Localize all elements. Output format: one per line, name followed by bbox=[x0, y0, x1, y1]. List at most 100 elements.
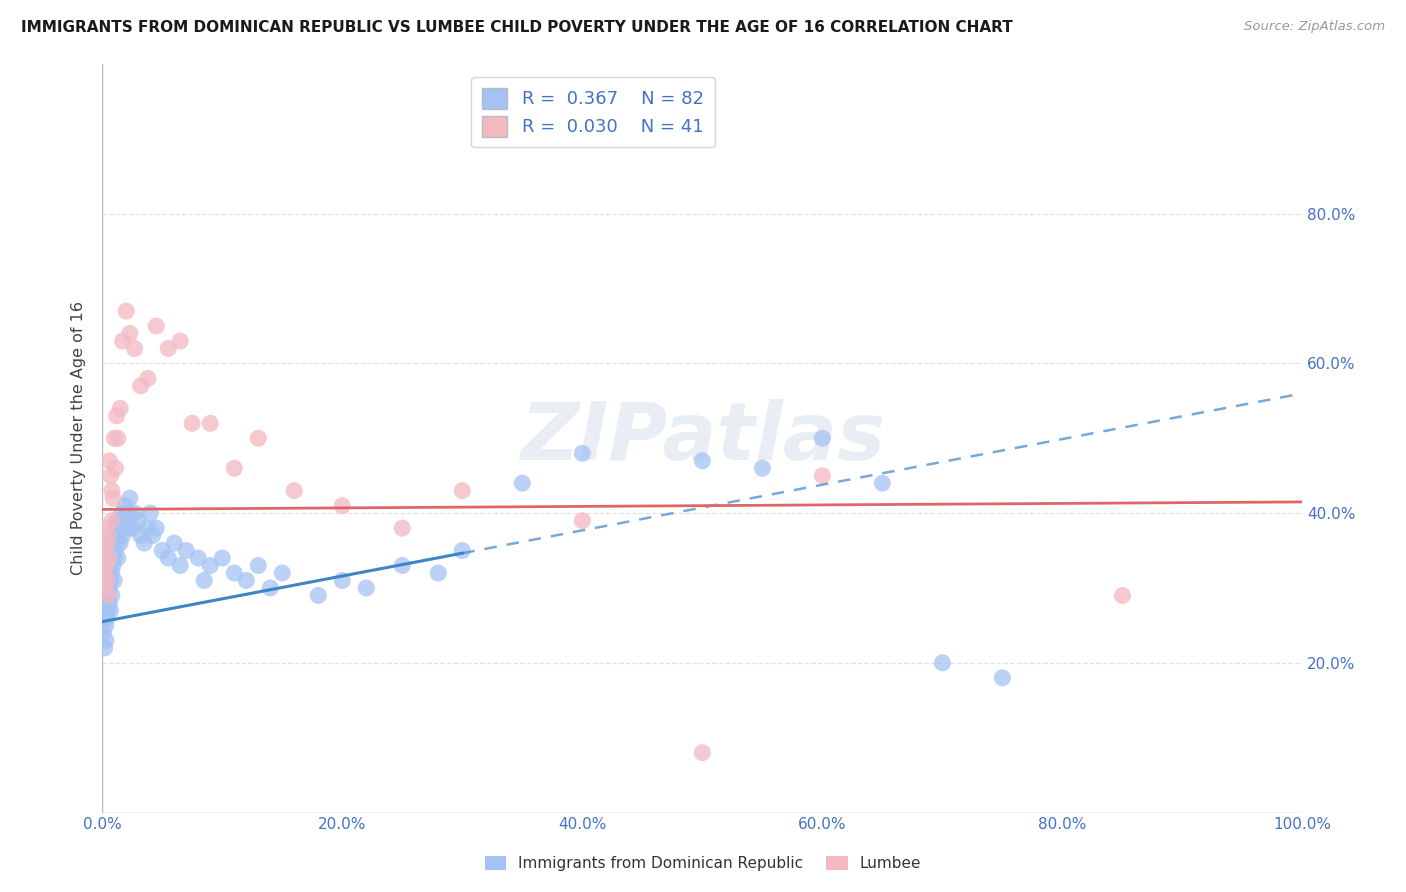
Point bbox=[105, 536, 128, 550]
Point bbox=[100, 574, 122, 588]
Point bbox=[224, 566, 246, 580]
Point bbox=[96, 611, 118, 625]
Point bbox=[211, 551, 233, 566]
Point bbox=[145, 521, 167, 535]
Point bbox=[169, 334, 191, 348]
Point bbox=[101, 491, 124, 505]
Legend: Immigrants from Dominican Republic, Lumbee: Immigrants from Dominican Republic, Lumb… bbox=[478, 850, 928, 877]
Point bbox=[872, 476, 894, 491]
Point bbox=[110, 401, 132, 416]
Point bbox=[93, 611, 115, 625]
Point bbox=[97, 589, 120, 603]
Point bbox=[104, 543, 127, 558]
Point bbox=[181, 417, 204, 431]
Point bbox=[142, 528, 165, 542]
Point bbox=[110, 536, 132, 550]
Point bbox=[118, 491, 141, 505]
Point bbox=[451, 483, 474, 498]
Point bbox=[94, 558, 117, 573]
Point bbox=[98, 558, 121, 573]
Point bbox=[97, 566, 120, 580]
Point bbox=[97, 528, 120, 542]
Point bbox=[94, 633, 117, 648]
Point bbox=[93, 640, 115, 655]
Point bbox=[118, 326, 141, 341]
Point bbox=[96, 581, 118, 595]
Point bbox=[96, 574, 118, 588]
Point bbox=[692, 454, 714, 468]
Point bbox=[98, 454, 121, 468]
Point bbox=[571, 446, 593, 460]
Point bbox=[101, 566, 124, 580]
Point bbox=[110, 514, 132, 528]
Point bbox=[187, 551, 209, 566]
Point bbox=[105, 409, 128, 423]
Point bbox=[391, 558, 413, 573]
Point bbox=[93, 581, 115, 595]
Point bbox=[98, 551, 121, 566]
Point bbox=[283, 483, 305, 498]
Point bbox=[93, 543, 115, 558]
Point bbox=[107, 528, 129, 542]
Point bbox=[134, 536, 156, 550]
Point bbox=[97, 589, 120, 603]
Point bbox=[224, 461, 246, 475]
Point bbox=[163, 536, 186, 550]
Point bbox=[174, 543, 197, 558]
Point bbox=[98, 596, 121, 610]
Point bbox=[115, 304, 138, 318]
Point bbox=[150, 543, 173, 558]
Text: Source: ZipAtlas.com: Source: ZipAtlas.com bbox=[1244, 20, 1385, 33]
Point bbox=[931, 656, 953, 670]
Point bbox=[101, 589, 124, 603]
Point bbox=[169, 558, 191, 573]
Point bbox=[94, 618, 117, 632]
Point bbox=[108, 521, 131, 535]
Point bbox=[101, 536, 124, 550]
Point bbox=[247, 558, 270, 573]
Point bbox=[117, 521, 139, 535]
Point bbox=[97, 603, 120, 617]
Point bbox=[200, 558, 222, 573]
Point bbox=[115, 514, 138, 528]
Point bbox=[103, 431, 125, 445]
Point bbox=[145, 319, 167, 334]
Point bbox=[107, 431, 129, 445]
Text: ZIPatlas: ZIPatlas bbox=[520, 400, 884, 477]
Point bbox=[200, 417, 222, 431]
Point bbox=[100, 468, 122, 483]
Point bbox=[124, 506, 146, 520]
Point bbox=[100, 551, 122, 566]
Point bbox=[104, 461, 127, 475]
Point bbox=[121, 521, 143, 535]
Point bbox=[124, 342, 146, 356]
Point bbox=[235, 574, 257, 588]
Point bbox=[93, 626, 115, 640]
Point bbox=[111, 334, 134, 348]
Point bbox=[136, 371, 159, 385]
Point bbox=[96, 596, 118, 610]
Point bbox=[103, 528, 125, 542]
Point bbox=[129, 379, 152, 393]
Point bbox=[111, 528, 134, 542]
Point bbox=[139, 506, 162, 520]
Point bbox=[103, 574, 125, 588]
Point bbox=[93, 566, 115, 580]
Y-axis label: Child Poverty Under the Age of 16: Child Poverty Under the Age of 16 bbox=[72, 301, 86, 575]
Point bbox=[811, 468, 834, 483]
Point bbox=[330, 499, 353, 513]
Legend: R =  0.367    N = 82, R =  0.030    N = 41: R = 0.367 N = 82, R = 0.030 N = 41 bbox=[471, 77, 714, 147]
Point bbox=[96, 536, 118, 550]
Point bbox=[157, 342, 180, 356]
Point bbox=[811, 431, 834, 445]
Point bbox=[129, 528, 152, 542]
Point bbox=[307, 589, 329, 603]
Point bbox=[101, 514, 124, 528]
Point bbox=[247, 431, 270, 445]
Point bbox=[751, 461, 773, 475]
Point bbox=[391, 521, 413, 535]
Point bbox=[112, 521, 135, 535]
Point bbox=[107, 551, 129, 566]
Point bbox=[100, 603, 122, 617]
Point bbox=[97, 574, 120, 588]
